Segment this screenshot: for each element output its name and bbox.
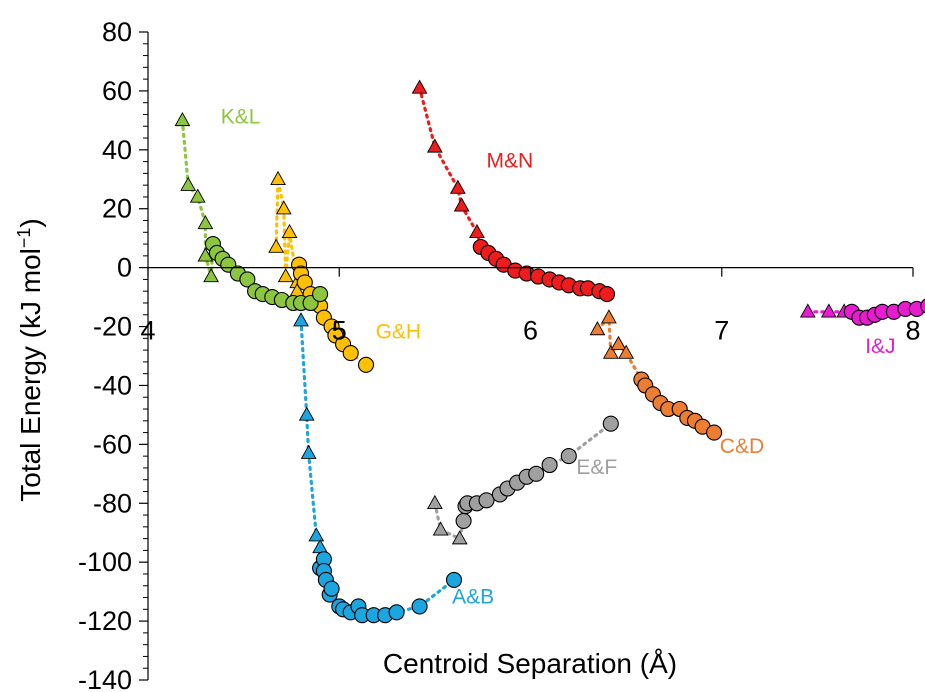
triangle-point-a-b-4 [312, 539, 329, 554]
triangle-point-g-h-3 [268, 238, 285, 253]
circle-point-g-h-9 [342, 345, 359, 362]
circle-point-e-f-9 [528, 465, 545, 482]
y-tick-label-3: 20 [102, 194, 132, 224]
circle-point-e-f-12 [602, 415, 619, 432]
triangle-point-g-h-2 [281, 223, 298, 238]
circle-point-a-b-14 [411, 598, 428, 615]
series-c-d [589, 309, 723, 441]
triangle-point-m-n-1 [426, 138, 443, 153]
triangle-point-m-n-2 [449, 179, 466, 194]
circle-point-e-f-10 [541, 456, 558, 474]
y-tick-label-0: 80 [102, 17, 132, 47]
triangle-point-c-d-2 [602, 344, 619, 359]
triangle-point-k-l-0 [174, 111, 191, 127]
circle-point-c-d-9 [706, 424, 723, 441]
circle-point-e-f-11 [560, 448, 577, 465]
triangle-point-k-l-4 [197, 247, 214, 262]
x-tick-label-0: 4 [140, 316, 155, 346]
triangle-point-a-b-1 [298, 406, 315, 421]
triangle-point-k-l-2 [189, 188, 206, 203]
triangle-point-a-b-2 [300, 444, 317, 459]
triangle-point-e-f-1 [432, 521, 449, 536]
series-label-a-b: A&B [452, 585, 494, 608]
series-label-m-n: M&N [487, 150, 534, 173]
x-tick-label-4: 8 [905, 316, 920, 346]
series-label-e-f: E&F [576, 456, 617, 479]
series-g-h [268, 170, 375, 373]
y-tick-label-5: -20 [93, 312, 132, 342]
circle-point-a-b-5 [323, 580, 340, 597]
series-e-f [426, 415, 619, 545]
series-layer [174, 79, 925, 624]
circle-point-g-h-10 [357, 356, 375, 373]
x-tick-label-3: 7 [714, 316, 729, 346]
y-tick-label-9: -100 [78, 547, 132, 577]
y-axis-title-close: ) [15, 218, 46, 227]
circle-point-k-l-13 [312, 286, 329, 303]
circle-point-e-f-4 [478, 492, 495, 509]
triangle-point-m-n-3 [453, 197, 470, 212]
series-label-g-h: G&H [376, 320, 422, 343]
circle-point-i-j-8 [920, 298, 925, 314]
triangle-point-k-l-1 [180, 176, 197, 191]
triangle-point-c-d-0 [589, 321, 606, 336]
triangle-point-k-l-5 [203, 268, 220, 283]
circle-point-k-l-5 [239, 271, 256, 288]
y-tick-label-1: 60 [102, 76, 132, 106]
triangle-point-c-d-3 [610, 335, 627, 350]
triangle-point-g-h-4 [277, 268, 294, 283]
y-tick-label-6: -40 [93, 370, 132, 400]
y-tick-label-4: 0 [117, 253, 132, 283]
trend-line-g-h [274, 178, 368, 367]
series-a-b [293, 312, 463, 624]
x-tick-label-1: 5 [332, 316, 347, 346]
axes-layer: 80 60 40 20 0 -20 -40 -60 -80 -100 -120 -140 4 5 6 7 8 [78, 17, 921, 692]
triangle-point-k-l-3 [197, 215, 214, 230]
y-tick-label-2: 40 [102, 135, 132, 165]
y-tick-label-7: -60 [93, 429, 132, 459]
triangle-point-i-j-1 [820, 303, 837, 318]
circle-point-a-b-15 [445, 571, 463, 588]
circle-point-a-b-13 [388, 604, 405, 621]
series-m-n [411, 79, 616, 303]
y-tick-label-11: -140 [78, 665, 132, 692]
series-label-i-j: I&J [865, 335, 895, 358]
y-tick-label-8: -80 [93, 488, 132, 518]
series-label-k-l: K&L [221, 105, 261, 128]
triangle-point-g-h-0 [270, 170, 286, 185]
triangle-point-c-d-1 [601, 309, 617, 324]
triangle-point-c-d-4 [618, 344, 635, 359]
y-tick-label-10: -120 [78, 606, 132, 636]
triangle-point-i-j-0 [799, 303, 816, 318]
triangle-point-m-n-0 [411, 79, 428, 94]
series-labels-layer: K&L G&H M&N A&B E&F C&D I&J [221, 105, 896, 608]
triangle-point-e-f-2 [451, 530, 468, 545]
series-label-c-d: C&D [720, 435, 764, 458]
series-k-l [174, 111, 329, 312]
circle-point-m-n-13 [598, 286, 616, 303]
triangle-point-a-b-0 [293, 312, 309, 327]
y-axis-title-main: Total Energy (kJ mol [15, 248, 46, 502]
triangle-point-m-n-4 [469, 223, 485, 238]
y-axis-title: Total Energy (kJ mol−1) [14, 218, 46, 502]
series-i-j [799, 298, 925, 326]
triangle-point-a-b-3 [308, 527, 325, 542]
circle-point-e-f-0 [455, 512, 472, 529]
x-tick-label-2: 6 [523, 316, 538, 346]
triangle-point-e-f-0 [426, 494, 443, 509]
y-axis-title-superscript: −1 [14, 228, 34, 249]
triangle-point-g-h-1 [275, 200, 292, 215]
x-axis-title: Centroid Separation (Å) [383, 648, 677, 679]
